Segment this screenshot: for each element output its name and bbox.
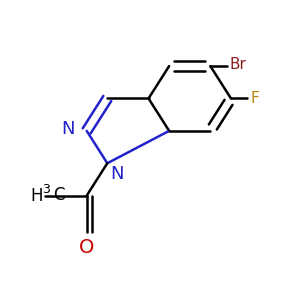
Text: F: F <box>250 91 259 106</box>
Text: C: C <box>53 186 64 204</box>
Text: Br: Br <box>230 57 246 72</box>
Text: N: N <box>110 165 124 183</box>
Text: N: N <box>61 120 75 138</box>
Text: O: O <box>79 238 94 257</box>
Text: 3: 3 <box>43 183 50 196</box>
Text: H: H <box>30 187 43 205</box>
